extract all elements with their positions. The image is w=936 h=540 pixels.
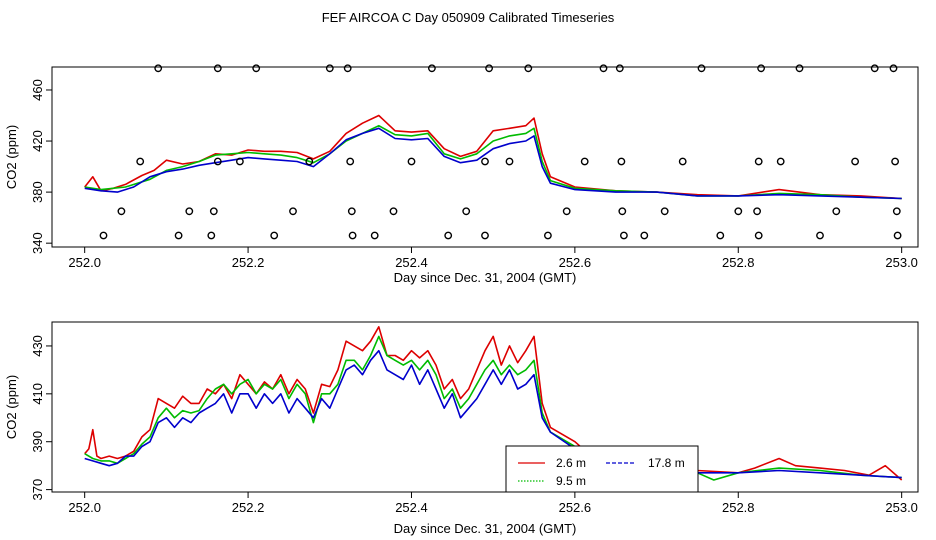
top-y-tick-label: 340 [30,232,45,254]
top-calibration-point [305,157,314,166]
top-x-tick-label: 252.2 [232,255,265,270]
top-calibration-point [893,231,902,240]
top-calibration-point [754,231,763,240]
top-calibration-point [544,231,552,240]
top-panel: 252.0 252.2 252.4 252.6 252.8 253.0 340 380 420 4… [4,64,919,285]
top-calibration-point [444,231,453,240]
bottom-panel: 252.0 252.2 252.4 252.6 252.8 253.0 370 390 410 4… [4,321,919,536]
top-calibration-point [618,207,627,216]
top-calibration-point [562,207,571,216]
top-y-tick-label: 460 [30,79,45,101]
top-calibration-point [505,157,514,166]
bottom-x-tick-label: 252.6 [559,500,592,515]
top-calibration-point [347,207,356,216]
bottom-series-line-17-8-m [84,349,902,479]
top-x-tick-label: 252.6 [559,255,592,270]
top-calibration-point [389,207,398,216]
bottom-y-tick-label: 390 [30,431,45,453]
top-calibration-point [174,231,183,240]
top-calibration-point [370,231,379,240]
top-series-line-2-6-m [84,114,902,200]
top-calibration-point [427,64,436,73]
top-calibration-point [615,64,624,73]
bottom-x-tick-label: 252.4 [395,500,428,515]
top-calibration-point [640,231,649,240]
top-calibration-point [892,207,901,216]
top-calibration-point [348,231,357,240]
legend-label-9-5m: 9.5 m [556,474,586,488]
top-calibration-point [185,207,194,216]
top-calibration-point [289,207,297,216]
legend-label-17-8m: 17.8 m [648,456,685,470]
top-calibration-point [481,231,489,240]
bottom-x-tick-label: 253.0 [885,500,918,515]
top-calibration-point [485,64,493,73]
top-series-line-9-5-m [84,124,902,200]
top-calibration-point [734,207,743,216]
top-calibration-point [136,157,145,166]
top-x-tick-label: 253.0 [885,255,918,270]
legend: 2.6 m 9.5 m 17.8 m [505,445,699,493]
top-calibration-point [851,157,859,166]
top-calibration-point [481,157,489,166]
top-x-axis-label: Day since Dec. 31, 2004 (GMT) [394,270,577,285]
top-calibration-point [816,231,824,240]
top-calibration-point [889,64,898,73]
bottom-y-tick-label: 430 [30,335,45,357]
top-calibration-point [270,231,279,240]
top-calibration-point [617,157,626,166]
top-y-axis-label: CO2 (ppm) [4,125,19,189]
legend-box [505,445,699,493]
top-calibration-point [754,157,763,166]
top-calibration-point [207,231,216,240]
top-calibration-point [343,64,352,73]
top-calibration-point [891,157,899,166]
top-calibration-point [697,64,706,73]
top-calibration-point [580,157,589,166]
top-calibration-point [620,231,628,240]
top-calibration-point [462,207,471,216]
figure-title: FEF AIRCOA C Day 050909 Calibrated Times… [322,10,615,25]
top-y-tick-label: 420 [30,130,45,152]
top-calibration-point [870,64,879,73]
top-calibration-point [213,64,222,73]
bottom-x-tick-label: 252.8 [722,500,755,515]
top-calibration-point [678,157,687,166]
top-calibration-point [407,157,416,166]
top-calibration-point [776,157,785,166]
top-calibration-point [213,157,222,166]
bottom-x-tick-label: 252.2 [232,500,265,515]
top-calibration-point [753,207,761,216]
top-series-line-17-8-m [84,127,902,200]
top-calibration-point [99,231,108,240]
top-x-tick-label: 252.0 [68,255,101,270]
top-calibration-point [209,207,218,216]
bottom-y-tick-label: 410 [30,383,45,405]
top-x-tick-label: 252.4 [395,255,428,270]
top-x-tick-label: 252.8 [722,255,755,270]
bottom-series-line-2-6-m [84,326,903,481]
top-calibration-point [524,64,533,73]
legend-label-2-6m: 2.6 m [556,456,586,470]
top-calibration-point [660,207,669,216]
top-calibration-point [117,207,126,216]
bottom-x-tick-label: 252.0 [68,500,101,515]
top-calibration-point [599,64,608,73]
top-calibration-point [252,64,261,73]
bottom-y-axis-label: CO2 (ppm) [4,375,19,439]
top-calibration-point [795,64,804,73]
bottom-plot-frame [51,321,919,493]
bottom-x-axis-label: Day since Dec. 31, 2004 (GMT) [394,521,577,536]
top-calibration-point [235,157,244,166]
top-y-tick-label: 380 [30,181,45,203]
top-calibration-point [832,207,841,216]
top-calibration-point [716,231,725,240]
top-calibration-point [325,64,334,73]
bottom-y-tick-label: 370 [30,479,45,501]
top-calibration-point [757,64,765,73]
top-plot-frame [51,66,919,248]
top-calibration-point [346,157,355,166]
top-calibration-point [154,64,163,73]
